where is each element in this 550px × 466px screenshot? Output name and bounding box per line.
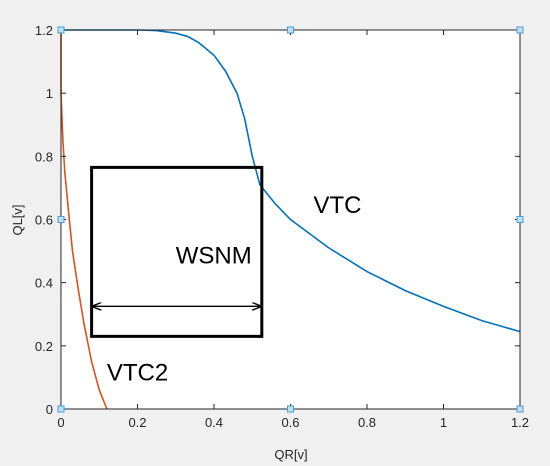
wsnm-box[interactable] [90, 165, 264, 338]
x-tick-label: 1 [440, 415, 447, 430]
x-tick-label: 0 [57, 415, 64, 430]
resize-handle[interactable] [516, 405, 524, 413]
y-axis-label: QL[v] [10, 204, 25, 235]
resize-handle[interactable] [287, 405, 294, 413]
x-tick-label: 0.8 [358, 415, 376, 430]
y-tick-label: 0.6 [35, 213, 53, 228]
y-tick-label: 0 [46, 402, 53, 417]
annotation-vtc2: VTC2 [107, 360, 168, 387]
y-tick-label: 0.2 [35, 339, 53, 354]
x-tick-label: 0.2 [128, 415, 146, 430]
y-tick-label: 1.2 [35, 23, 53, 38]
resize-handle[interactable] [57, 216, 65, 223]
y-tick-label: 0.4 [35, 276, 53, 291]
x-axis-label: QR[v] [274, 447, 307, 462]
y-tick-label: 1 [46, 86, 53, 101]
annotation-wsnm: WSNM [176, 243, 252, 270]
annotation-vtc: VTC [313, 192, 361, 219]
resize-handle[interactable] [57, 26, 65, 34]
series-line-vtc2[interactable] [60, 30, 108, 410]
series-line-vtc[interactable] [61, 29, 521, 333]
resize-handle[interactable] [516, 26, 524, 34]
resize-handle[interactable] [516, 216, 524, 223]
resize-handle[interactable] [287, 26, 294, 34]
x-tick-label: 1.2 [511, 415, 529, 430]
x-tick-label: 0.4 [205, 415, 223, 430]
y-tick-label: 0.8 [35, 149, 53, 164]
resize-handle[interactable] [57, 405, 65, 413]
x-tick-label: 0.6 [281, 415, 299, 430]
